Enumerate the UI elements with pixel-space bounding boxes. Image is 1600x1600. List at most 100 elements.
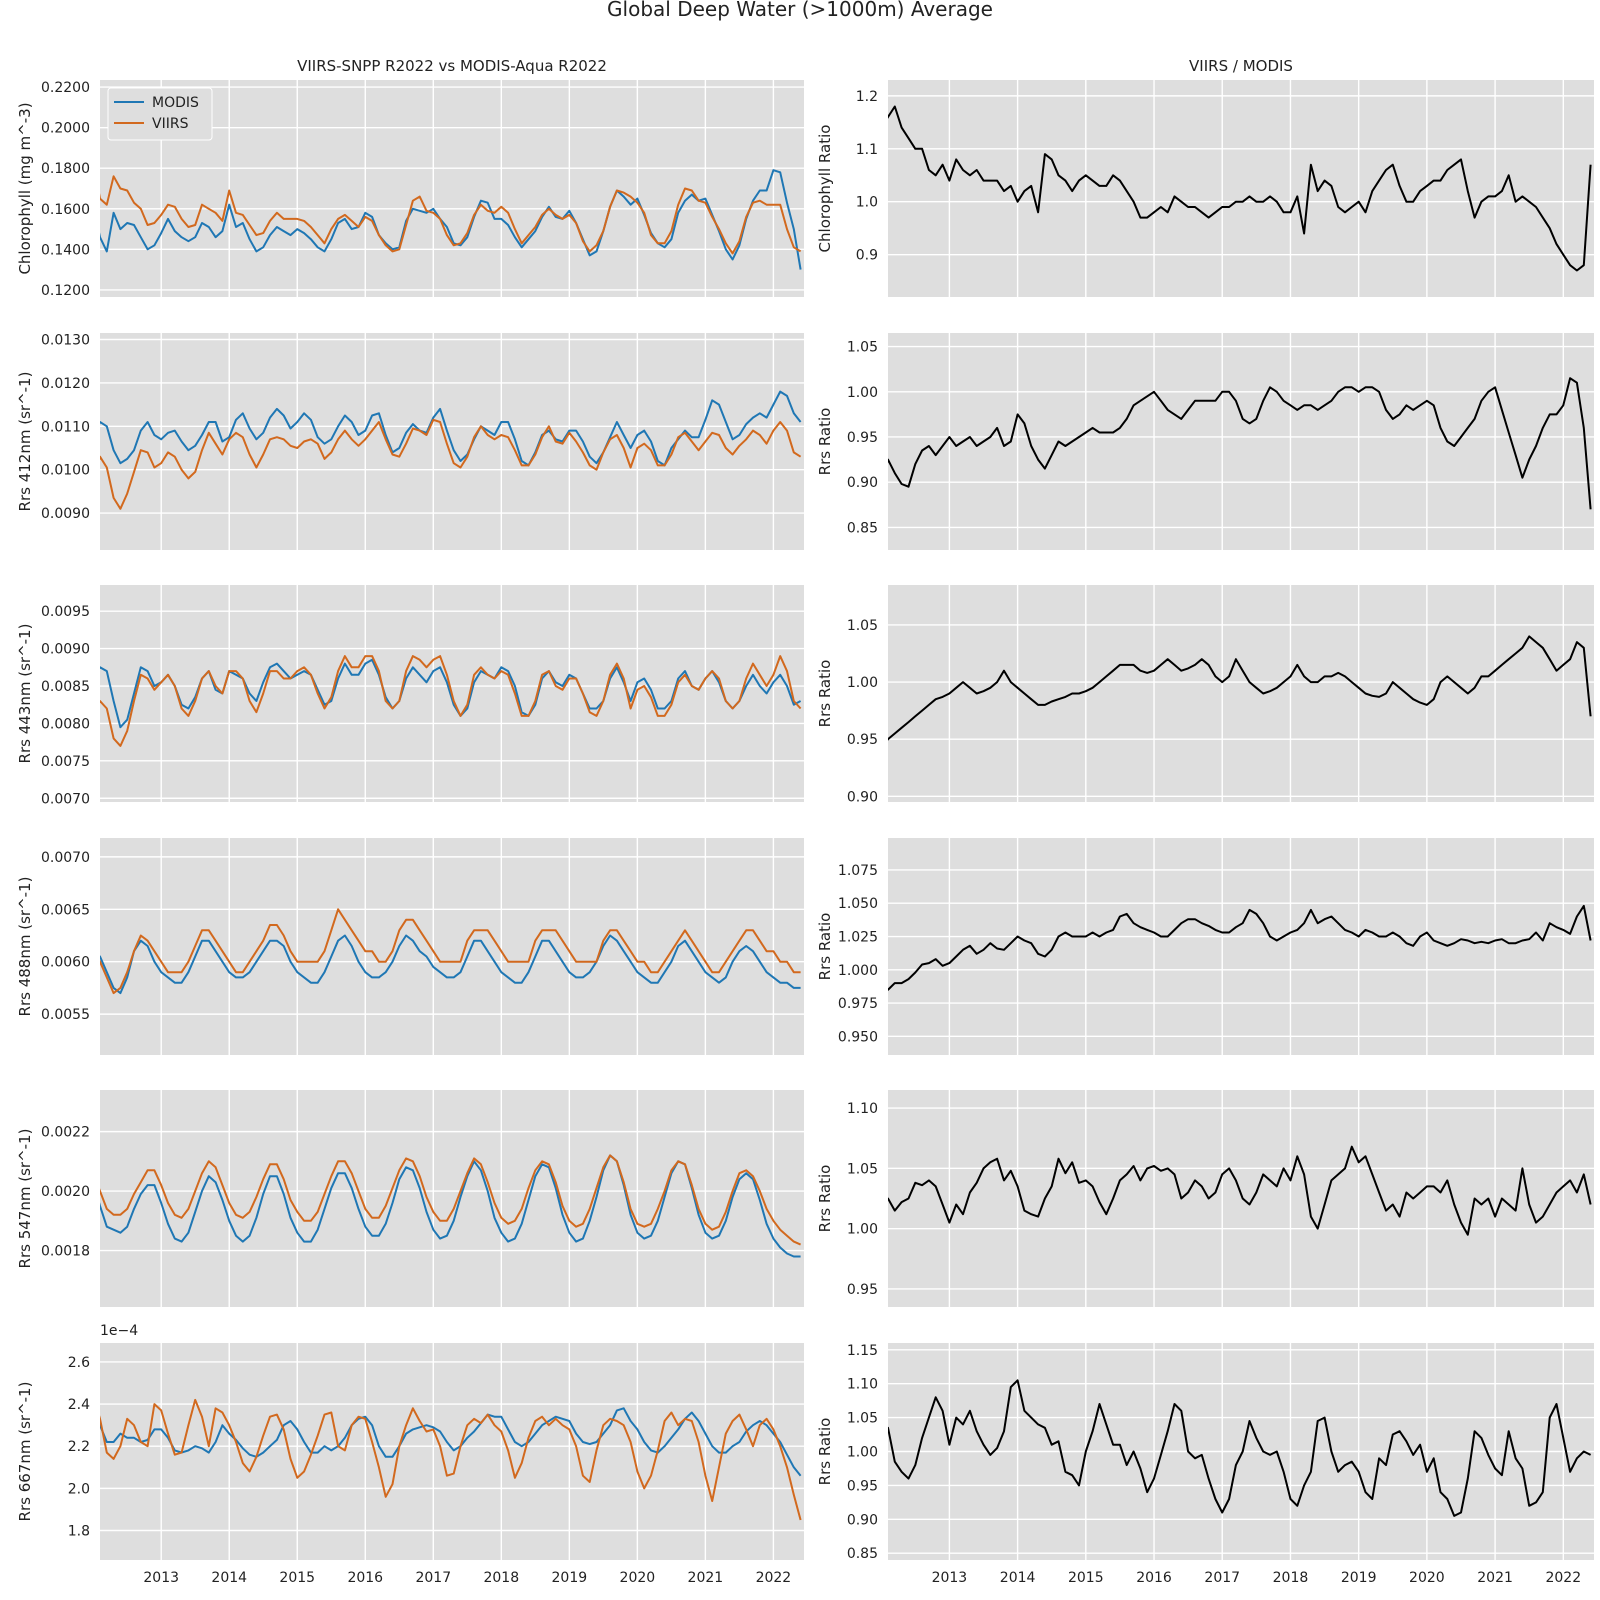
y-tick-label: 0.0065 xyxy=(41,902,90,918)
y-tick-label: 0.9 xyxy=(856,248,878,264)
right-column-title: VIIRS / MODIS xyxy=(1189,57,1293,75)
chart-panel-2: 0.0090 0.0100 0.0110 0.0120 0.0130 Rrs 412nm … xyxy=(16,333,804,550)
y-tick-label: 0.975 xyxy=(838,996,878,1012)
y-axis-label: Rrs 667nm (sr^-1) xyxy=(16,1382,34,1522)
y-tick-label: 0.0130 xyxy=(41,333,90,349)
x-tick-label: 2022 xyxy=(756,1570,792,1586)
series-line-viirs xyxy=(100,175,802,255)
x-tick-label: 2016 xyxy=(1136,1570,1172,1586)
x-tick-label: 2013 xyxy=(143,1570,179,1586)
y-tick-label: 0.0100 xyxy=(41,463,90,479)
series-line-viirs-modis xyxy=(888,1379,1592,1517)
y-tick-label: 2.4 xyxy=(68,1397,90,1413)
y-axis-label: Chlorophyll Ratio xyxy=(816,125,834,253)
x-tick-label: 2014 xyxy=(211,1570,247,1586)
x-tick-label: 2022 xyxy=(1545,1570,1581,1586)
y-tick-label: 0.2000 xyxy=(41,121,90,137)
y-tick-label: 1.10 xyxy=(847,1377,878,1393)
y-axis-label: Rrs Ratio xyxy=(816,1418,834,1486)
chart-panel-4: 0.0055 0.0060 0.0065 0.0070 Rrs 488nm (sr^-1… xyxy=(16,838,804,1055)
chart-panel-7: 0.9 1.0 1.1 1.2 Chlorophyll Ratio xyxy=(816,80,1594,297)
series-line-viirs-modis xyxy=(888,1145,1592,1236)
series-line-viirs xyxy=(100,655,802,747)
y-tick-label: 1.05 xyxy=(847,1411,878,1427)
y-tick-label: 0.90 xyxy=(847,475,878,491)
panel-background xyxy=(100,333,804,550)
y-tick-label: 1.00 xyxy=(847,1445,878,1461)
legend: MODIS VIIRS xyxy=(107,87,213,141)
y-tick-label: 1.1 xyxy=(856,142,878,158)
legend-label: MODIS xyxy=(152,95,199,111)
series-line-viirs xyxy=(100,1154,802,1246)
chart-panel-11: 0.95 1.00 1.05 1.10 Rrs Ratio xyxy=(816,1090,1594,1307)
panel-background xyxy=(100,1343,804,1560)
y-tick-label: 0.1400 xyxy=(41,242,90,258)
y-tick-label: 1.05 xyxy=(847,340,878,356)
x-tick-label: 2017 xyxy=(1204,1570,1240,1586)
y-tick-label: 2.2 xyxy=(68,1439,90,1455)
y-tick-label: 0.0060 xyxy=(41,955,90,971)
chart-panel-12: 0.85 0.90 0.95 1.00 1.05 1.10 1.15 Rrs Ratio 201… xyxy=(816,1343,1594,1586)
y-tick-label: 0.2200 xyxy=(41,80,90,96)
series-line-viirs xyxy=(100,1398,802,1521)
y-tick-label: 0.90 xyxy=(847,789,878,805)
y-tick-label: 0.0090 xyxy=(41,506,90,522)
y-tick-label: 1.000 xyxy=(838,963,878,979)
y-tick-label: 1.00 xyxy=(847,1222,878,1238)
y-axis-label: Rrs 488nm (sr^-1) xyxy=(16,877,34,1017)
y-tick-label: 0.1800 xyxy=(41,161,90,177)
y-axis-label: Rrs 547nm (sr^-1) xyxy=(16,1129,34,1269)
y-tick-label: 1.00 xyxy=(847,385,878,401)
series-line-viirs-modis xyxy=(888,377,1592,510)
series-line-viirs xyxy=(100,418,802,510)
y-tick-label: 0.95 xyxy=(847,1282,878,1298)
x-tick-label: 2013 xyxy=(932,1570,968,1586)
y-tick-label: 1.025 xyxy=(838,930,878,946)
panel-background xyxy=(100,1090,804,1307)
chart-panel-3: 0.0070 0.0075 0.0080 0.0085 0.0090 0.0095 Rrs … xyxy=(16,585,804,807)
y-axis-label: Rrs Ratio xyxy=(816,408,834,476)
panel-background xyxy=(888,585,1594,802)
suptitle: Global Deep Water (>1000m) Average xyxy=(607,0,993,21)
y-tick-label: 1.10 xyxy=(847,1101,878,1117)
x-tick-label: 2018 xyxy=(483,1570,519,1586)
x-tick-label: 2015 xyxy=(279,1570,315,1586)
y-tick-label: 0.0085 xyxy=(41,679,90,695)
series-line-viirs-modis xyxy=(888,105,1592,272)
chart-panel-1: 0.1200 0.1400 0.1600 0.1800 0.2000 0.2200 Chlo… xyxy=(16,80,804,299)
y-tick-label: 0.1600 xyxy=(41,202,90,218)
panel-background xyxy=(888,333,1594,550)
x-tick-label: 2020 xyxy=(1409,1570,1445,1586)
y-axis-label: Rrs Ratio xyxy=(816,660,834,728)
y-tick-label: 1.00 xyxy=(847,675,878,691)
panel-background xyxy=(100,838,804,1055)
x-tick-label: 2019 xyxy=(552,1570,588,1586)
y-tick-label: 2.0 xyxy=(68,1481,90,1497)
y-tick-label: 1.0 xyxy=(856,195,878,211)
y-tick-label: 0.85 xyxy=(847,520,878,536)
y-tick-label: 1.05 xyxy=(847,1161,878,1177)
y-tick-label: 0.950 xyxy=(838,1029,878,1045)
y-tick-label: 1.8 xyxy=(68,1524,90,1540)
y-tick-label: 0.0070 xyxy=(41,791,90,807)
x-tick-label: 2019 xyxy=(1341,1570,1377,1586)
y-tick-label: 1.15 xyxy=(847,1343,878,1359)
y-tick-label: 0.85 xyxy=(847,1546,878,1562)
series-line-modis xyxy=(100,169,802,270)
y-tick-label: 1.05 xyxy=(847,618,878,634)
y-axis-label: Rrs Ratio xyxy=(816,913,834,981)
panel-background xyxy=(888,1090,1594,1307)
y-axis-label: Rrs Ratio xyxy=(816,1165,834,1233)
y-tick-label: 2.6 xyxy=(68,1355,90,1371)
y-tick-label: 0.95 xyxy=(847,732,878,748)
y-axis-label: Chlorophyll (mg m^-3) xyxy=(16,102,34,274)
series-line-viirs-modis xyxy=(888,904,1592,991)
x-tick-label: 2021 xyxy=(1477,1570,1513,1586)
y-tick-label: 0.0055 xyxy=(41,1007,90,1023)
series-line-viirs xyxy=(100,908,801,995)
y-tick-label: 0.0075 xyxy=(41,754,90,770)
y-tick-label: 0.0070 xyxy=(41,850,90,866)
y-tick-label: 1.2 xyxy=(856,89,878,105)
panel-background xyxy=(888,838,1594,1055)
